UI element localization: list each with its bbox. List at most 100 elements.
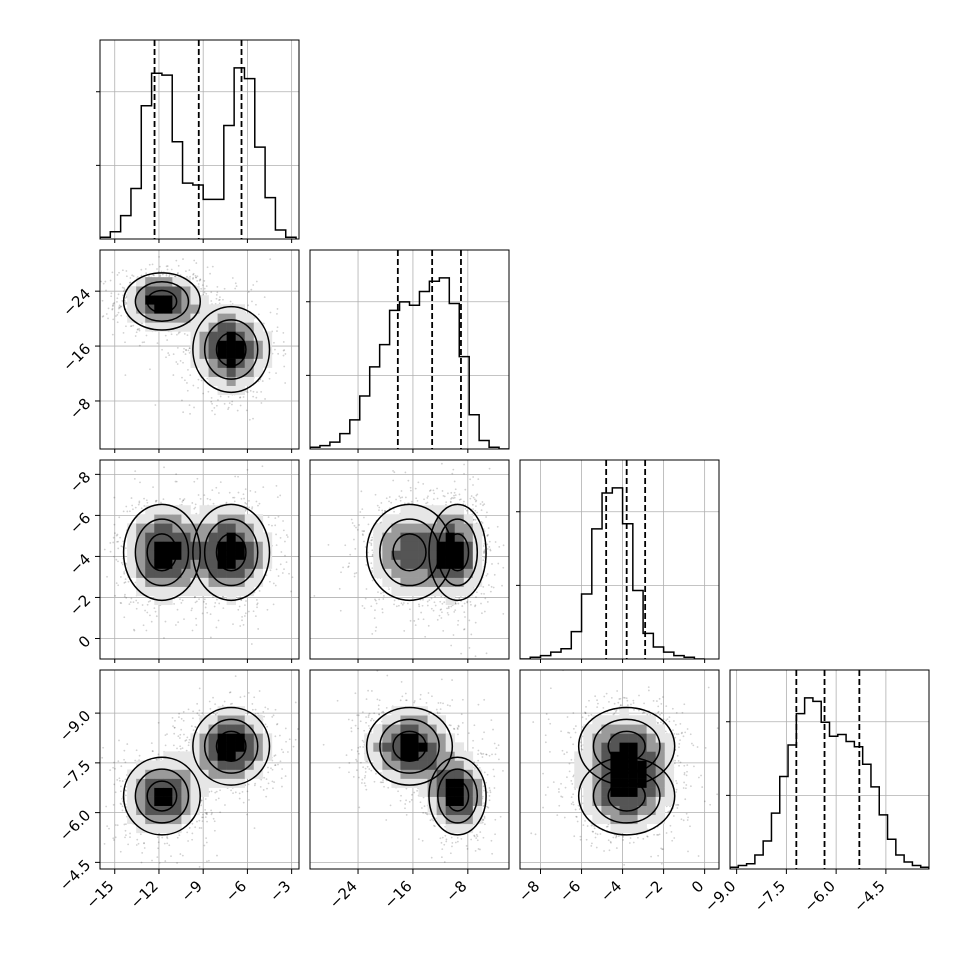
sample-point [436,618,439,621]
density-cell [136,304,146,314]
sample-point [393,599,396,602]
sample-point [433,601,436,604]
density-cell [181,586,191,596]
sample-point [115,582,118,585]
sample-point [327,543,330,546]
sample-point [459,498,462,501]
density-cell [181,514,191,524]
density-cell [145,550,155,560]
density-cell [127,286,137,296]
density-cell [373,568,383,578]
density-cell [235,376,246,386]
density-cell [217,514,227,524]
sample-point [152,486,154,489]
sample-point [182,258,184,260]
sample-point [205,285,208,288]
sample-point [485,516,487,518]
sample-point [482,559,485,562]
sample-point [486,534,489,537]
sample-point [410,500,413,503]
density-cell [190,559,200,569]
sample-point [206,820,208,823]
density-cell [163,304,173,314]
sample-point [123,823,126,826]
sample-point [133,629,136,632]
sample-point [361,530,364,532]
density-cell [463,523,474,533]
sample-point [147,600,150,603]
panel-frame [309,459,510,660]
density-cell [382,550,392,560]
density-cell [235,523,246,533]
sample-point [361,533,364,536]
density-cell [445,523,456,533]
sample-point [237,475,239,478]
sample-point [275,533,277,536]
sample-point [164,334,167,337]
sample-point [227,408,229,411]
sample-point [501,584,503,587]
density-cell [244,313,255,323]
sample-point [137,328,139,331]
density-cell [454,541,465,551]
sample-point [248,499,250,502]
sample-point [244,501,247,504]
density-cell [409,559,419,569]
histogram-step [310,277,509,449]
sample-point [200,287,203,290]
sample-point [257,504,259,507]
density-cell [400,541,410,551]
sample-point [201,820,204,823]
sample-point [463,628,466,630]
density-cell [154,505,164,515]
sample-point [210,300,213,302]
density-cell [145,295,155,305]
sample-point [258,502,261,505]
sample-point [241,615,243,618]
contour-line [215,332,247,367]
sample-point [118,304,121,307]
sample-point [375,626,378,629]
sample-point [188,351,191,354]
sample-point [443,596,446,599]
sample-point [244,604,246,607]
sample-point [136,328,139,331]
panel-frame [99,249,300,450]
sample-point [447,613,450,616]
sample-point [165,265,168,268]
sample-point [123,288,126,291]
sample-point [440,608,443,611]
sample-point [168,844,171,847]
sample-point [206,611,209,614]
sample-point [376,504,379,507]
sample-point [371,536,374,539]
sample-point [451,496,453,499]
density-cell [226,304,236,314]
sample-point [203,598,206,601]
sample-point [191,629,194,632]
sample-point [395,605,398,608]
sample-point [245,390,248,393]
sample-point [130,497,133,499]
sample-point [244,488,247,491]
density-cell [400,559,410,569]
sample-point [242,623,245,626]
sample-point [114,824,117,826]
sample-point [151,263,154,266]
density-cell [172,523,182,533]
sample-point [498,545,501,548]
density-cell [136,577,146,587]
sample-point [152,274,155,276]
sample-point [436,497,439,500]
density-cell [244,514,255,524]
density-cell [226,532,236,542]
sample-point [113,761,115,764]
sample-point [195,262,198,264]
sample-point [128,281,131,284]
density-cell [145,505,155,515]
density-cell [163,295,173,305]
sample-point [449,501,452,504]
density-cell [199,304,209,314]
sample-point [183,618,185,621]
density-cell [190,304,200,314]
